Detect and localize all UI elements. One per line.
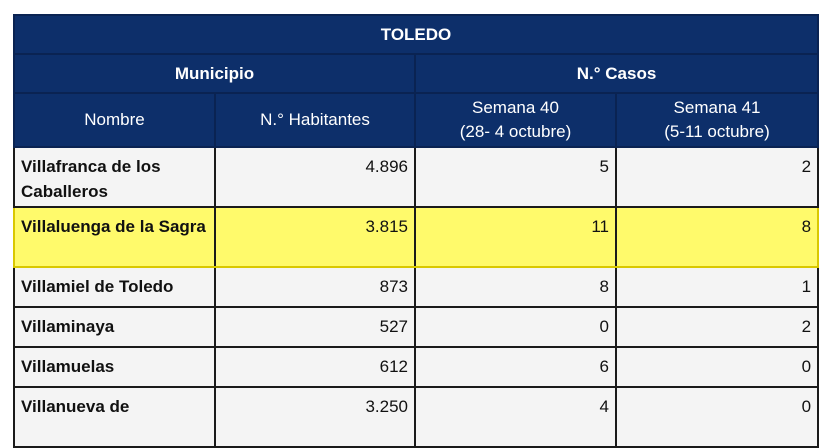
semana41-label: Semana 41 (673, 98, 761, 117)
column-header-semana40: Semana 40 (28- 4 octubre) (414, 92, 617, 148)
column-header-semana41: Semana 41 (5-11 octubre) (614, 92, 820, 148)
cell-nombre: Villaluenga de la Sagra (13, 206, 216, 268)
table-row: Villamiel de Toledo 873 8 1 (13, 266, 820, 308)
cell-habitantes: 612 (214, 346, 416, 388)
cases-table-container: TOLEDO Municipio N.° Casos Nombre N.° Ha… (12, 14, 820, 448)
cell-semana41: 0 (614, 386, 820, 448)
cell-semana41: 2 (614, 306, 820, 348)
semana40-label: Semana 40 (472, 98, 559, 117)
semana40-range: (28- 4 octubre) (459, 122, 572, 141)
cell-semana41: 1 (614, 266, 820, 308)
cell-semana40: 8 (414, 266, 617, 308)
table-row: Villafranca de los Caballeros 4.896 5 2 (13, 146, 820, 208)
column-header-nombre: Nombre (13, 92, 216, 148)
cell-habitantes: 527 (214, 306, 416, 348)
group-header-municipio: Municipio (13, 53, 416, 94)
cell-nombre: Villafranca de los Caballeros (13, 146, 216, 208)
cell-habitantes: 873 (214, 266, 416, 308)
cell-nombre: Villamuelas (13, 346, 216, 388)
cell-semana41: 2 (614, 146, 820, 208)
cell-semana41: 0 (614, 346, 820, 388)
cell-nombre: Villamiel de Toledo (13, 266, 216, 308)
semana41-range: (5-11 octubre) (664, 122, 770, 141)
cell-semana40: 11 (414, 206, 617, 268)
table-title: TOLEDO (12, 14, 820, 55)
table-row-highlighted: Villaluenga de la Sagra 3.815 11 8 (13, 206, 820, 268)
table-row: Villamuelas 612 6 0 (13, 346, 820, 388)
table-body: Villafranca de los Caballeros 4.896 5 2 … (13, 146, 820, 448)
cell-semana40: 5 (414, 146, 617, 208)
cell-habitantes: 3.815 (214, 206, 416, 268)
cell-nombre: Villanueva de (13, 386, 216, 448)
cases-table: TOLEDO Municipio N.° Casos Nombre N.° Ha… (12, 14, 820, 448)
group-header-casos: N.° Casos (413, 53, 820, 94)
cell-semana41: 8 (614, 206, 820, 268)
column-header-habitantes: N.° Habitantes (214, 92, 416, 148)
cell-habitantes: 3.250 (214, 386, 416, 448)
table-row: Villanueva de 3.250 4 0 (13, 386, 820, 448)
cell-nombre: Villaminaya (13, 306, 216, 348)
cell-semana40: 4 (414, 386, 617, 448)
table-header: TOLEDO Municipio N.° Casos Nombre N.° Ha… (12, 14, 820, 148)
cell-habitantes: 4.896 (214, 146, 416, 208)
cell-semana40: 6 (414, 346, 617, 388)
cell-semana40: 0 (414, 306, 617, 348)
table-row: Villaminaya 527 0 2 (13, 306, 820, 348)
